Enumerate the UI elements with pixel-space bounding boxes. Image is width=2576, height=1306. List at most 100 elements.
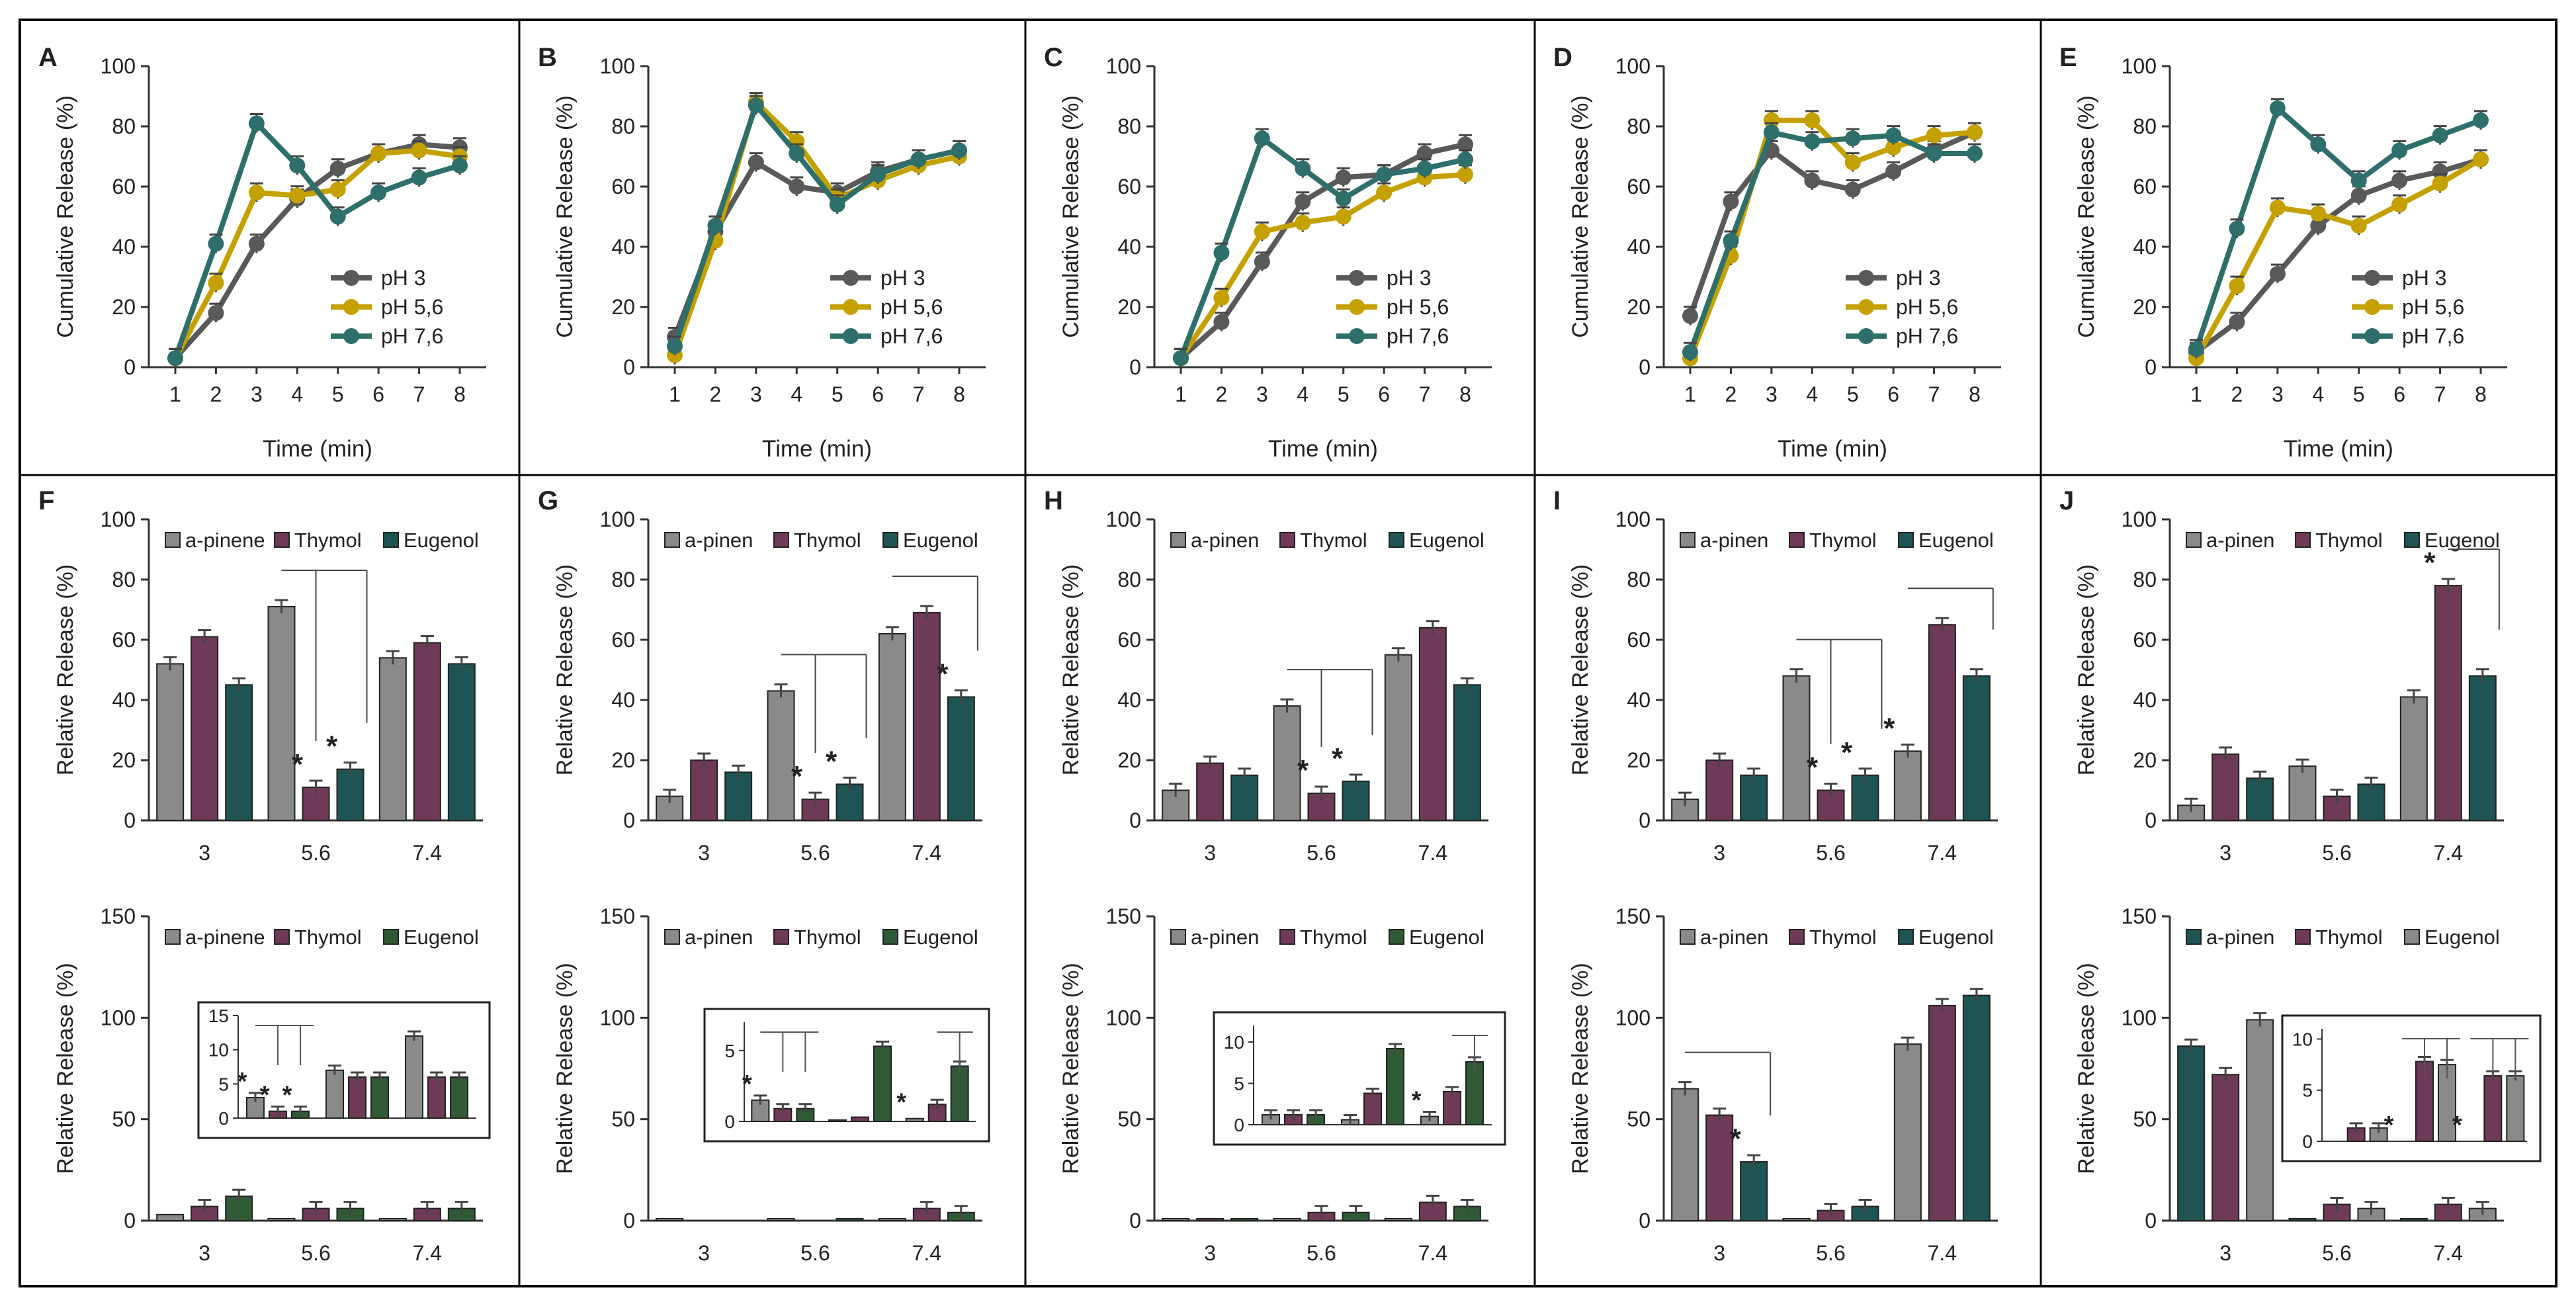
data-point <box>1844 130 1861 147</box>
inset-chart: 0 5 10 * <box>1213 1011 1506 1146</box>
y-tick-label: 40 <box>112 688 136 712</box>
legend-label: a-pinen <box>2206 926 2274 949</box>
y-tick-label: 50 <box>1117 1108 1141 1131</box>
legend-label: Thymol <box>2315 926 2383 949</box>
data-point <box>789 145 805 161</box>
bar-chart-G: G 0 20 40 60 80 100 Relative Release (%) 3 5.6 7.4… <box>538 486 982 865</box>
legend-label: a-pinene <box>185 529 265 552</box>
legend-label: Eugenol <box>404 529 479 552</box>
bar <box>1384 654 1412 821</box>
data-point <box>1723 232 1739 249</box>
legend-marker <box>1858 328 1874 344</box>
bar <box>2177 1045 2206 1222</box>
x-tick-label: 7 <box>913 382 925 406</box>
line-chart-C: C 0 20 40 60 80 100 Cumulative Release (%) 1 2 3 4 5… <box>1044 43 1492 462</box>
bar <box>2288 1217 2317 1222</box>
inset-y-tick-label: 0 <box>724 1111 735 1132</box>
y-tick-label: 60 <box>1627 175 1651 198</box>
inset-bar <box>427 1076 446 1119</box>
inset-y-tick-label: 5 <box>218 1074 229 1094</box>
legend-marker <box>343 328 359 344</box>
bar <box>156 1213 185 1222</box>
data-point <box>208 236 224 252</box>
y-axis-title: Relative Release (%) <box>2074 963 2099 1174</box>
y-tick-label: 20 <box>1117 295 1141 319</box>
y-tick-label: 20 <box>1117 748 1141 772</box>
legend-label: Eugenol <box>1918 529 1994 552</box>
x-tick-label: 7.4 <box>413 1241 442 1265</box>
inset-bar <box>2506 1075 2525 1143</box>
legend-label: pH 3 <box>1896 266 1941 290</box>
y-tick-label: 150 <box>101 904 136 928</box>
x-tick-label: 4 <box>2312 382 2324 406</box>
inset-bar <box>2483 1075 2503 1143</box>
legend-swatch <box>274 929 290 945</box>
legend-label: pH 7,6 <box>1387 324 1449 348</box>
inset-bar <box>905 1117 924 1122</box>
x-tick-label: 7 <box>1419 382 1431 406</box>
x-tick-label: 8 <box>454 382 466 406</box>
data-point <box>1682 344 1698 361</box>
y-axis-title: Relative Release (%) <box>552 564 578 775</box>
legend-label: Thymol <box>294 529 362 552</box>
data-point <box>1763 124 1780 141</box>
y-axis-title: Cumulative Release (%) <box>1058 95 1084 338</box>
data-point <box>1844 154 1861 171</box>
data-point <box>370 145 387 161</box>
x-tick-label: 7.4 <box>1418 841 1447 865</box>
significance-star: * <box>937 658 949 690</box>
data-point <box>329 160 346 177</box>
inset-significance-star: * <box>2452 1111 2462 1139</box>
significance-star: * <box>1332 742 1344 775</box>
legend-label: a-pinen <box>1191 926 1259 949</box>
data-point <box>1213 245 1230 261</box>
data-point <box>2269 265 2286 282</box>
data-point <box>411 169 427 186</box>
x-tick-label: 5 <box>332 382 344 406</box>
bar <box>947 696 975 821</box>
data-point <box>329 208 346 225</box>
x-tick-label: 7.4 <box>2434 841 2463 865</box>
panel-letter: G <box>538 486 558 515</box>
bar <box>878 1217 906 1222</box>
inset-significance-star: * <box>282 1082 292 1110</box>
inset-bar <box>1363 1092 1382 1125</box>
legend-swatch <box>383 929 399 945</box>
y-tick-label: 40 <box>112 235 136 259</box>
legend-swatch <box>882 929 898 945</box>
x-tick-label: 7.4 <box>1928 1241 1957 1265</box>
x-tick-label: 2 <box>1725 382 1737 406</box>
data-point <box>2310 205 2327 222</box>
bar <box>2399 696 2428 821</box>
y-axis-title: Relative Release (%) <box>53 963 78 1174</box>
inset-bar <box>873 1045 892 1123</box>
data-point <box>870 166 886 183</box>
inset-y-tick-label: 0 <box>2302 1131 2313 1152</box>
y-tick-label: 40 <box>1117 235 1141 259</box>
y-axis-title: Cumulative Release (%) <box>2074 95 2099 338</box>
y-tick-label: 150 <box>1615 904 1651 928</box>
x-tick-label: 6 <box>1378 382 1390 406</box>
legend-swatch <box>773 532 789 548</box>
legend-label: a-pinen <box>685 529 753 552</box>
x-tick-label: 3 <box>1204 841 1216 865</box>
legend-label: a-pinene <box>185 926 265 949</box>
legend-label: pH 5,6 <box>381 295 443 319</box>
line-chart-D: D 0 20 40 60 80 100 Cumulative Release (%) 1 2 3 4 5… <box>1553 43 2001 462</box>
bar <box>2246 1019 2274 1222</box>
y-tick-label: 0 <box>124 355 136 379</box>
y-tick-label: 50 <box>1627 1108 1651 1131</box>
legend-label: Eugenol <box>903 926 978 949</box>
bar <box>336 768 365 822</box>
data-point <box>329 181 346 198</box>
x-tick-label: 6 <box>372 382 384 406</box>
bar <box>1230 1217 1259 1222</box>
legend-swatch <box>165 532 181 548</box>
data-point <box>1844 181 1861 198</box>
y-tick-label: 80 <box>1117 568 1141 591</box>
bar <box>836 1217 864 1222</box>
legend-swatch <box>1170 929 1186 945</box>
legend-swatch <box>773 929 789 945</box>
y-axis-title: Relative Release (%) <box>53 564 78 775</box>
